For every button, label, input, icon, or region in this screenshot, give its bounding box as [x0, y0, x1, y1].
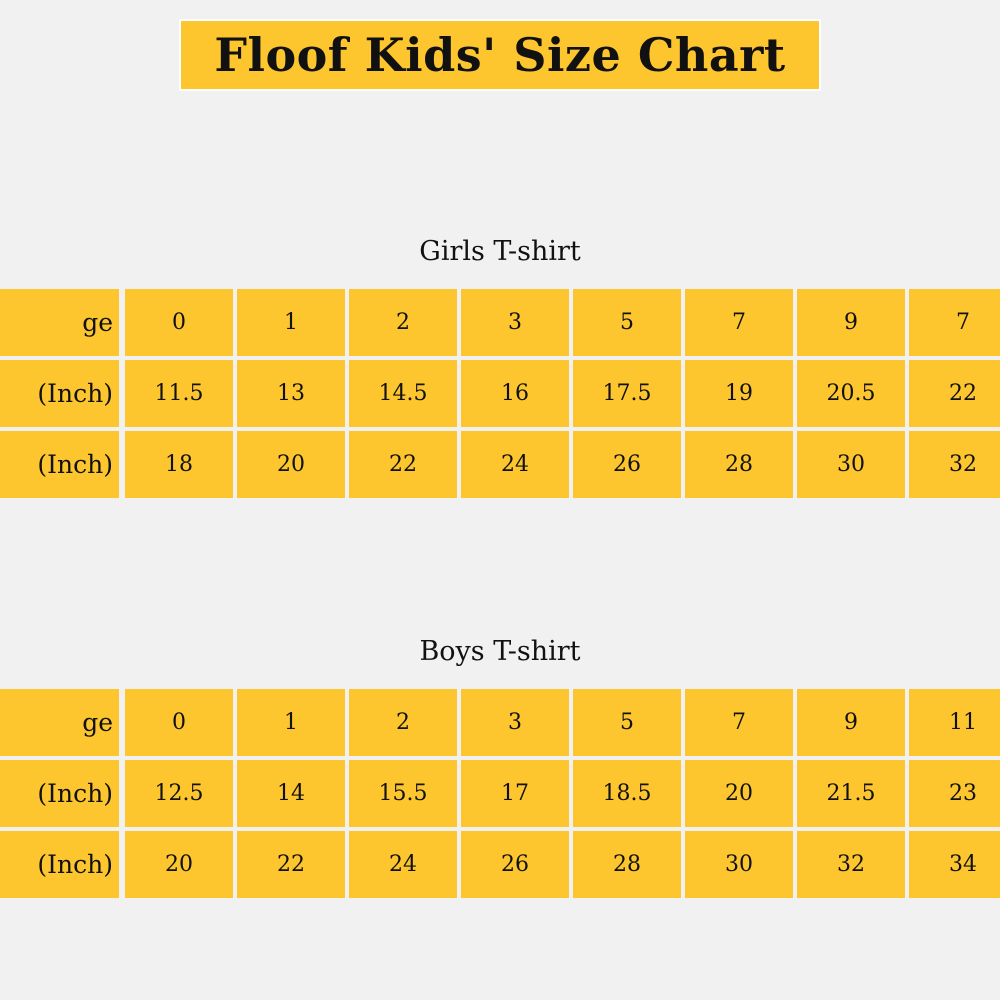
girls-table-cell: 3 — [461, 289, 569, 356]
girls-table-cell: 28 — [685, 431, 793, 498]
girls-table-cell: 22 — [349, 431, 457, 498]
boys-table-cell: 22 — [237, 831, 345, 898]
girls-table-cell: 32 — [909, 431, 1000, 498]
boys-row-label: ge — [0, 689, 119, 756]
girls-table-cell: 19 — [685, 360, 793, 427]
boys-table-cell: 14 — [237, 760, 345, 827]
girls-table-cell: 13 — [237, 360, 345, 427]
girls-table-cell: 2 — [349, 289, 457, 356]
girls-table-cell: 14.5 — [349, 360, 457, 427]
boys-table-cell: 20 — [125, 831, 233, 898]
girls-table-cell: 7 — [685, 289, 793, 356]
girls-table-cell: 20.5 — [797, 360, 905, 427]
girls-row-label: ge — [0, 289, 119, 356]
girls-table-cell: 26 — [573, 431, 681, 498]
boys-table-cell: 17 — [461, 760, 569, 827]
page-title: Floof Kids' Size Chart — [214, 28, 786, 82]
girls-table-cell: 0 — [125, 289, 233, 356]
boys-table-cell: 28 — [573, 831, 681, 898]
boys-table-cell: 20 — [685, 760, 793, 827]
boys-section-heading: Boys T-shirt — [419, 636, 581, 667]
girls-table-cell: 22 — [909, 360, 1000, 427]
boys-table-cell: 18.5 — [573, 760, 681, 827]
boys-table-cell: 9 — [797, 689, 905, 756]
boys-table-cell: 23 — [909, 760, 1000, 827]
girls-table-cell: 24 — [461, 431, 569, 498]
boys-table-cell: 5 — [573, 689, 681, 756]
boys-table-cell: 11 — [909, 689, 1000, 756]
girls-section-heading: Girls T-shirt — [419, 236, 581, 267]
girls-table-cell: 17.5 — [573, 360, 681, 427]
girls-table-cell: 7 — [909, 289, 1000, 356]
boys-table-cell: 0 — [125, 689, 233, 756]
girls-table-cell: 9 — [797, 289, 905, 356]
boys-table-cell: 12.5 — [125, 760, 233, 827]
girls-table-cell: 1 — [237, 289, 345, 356]
boys-table-cell: 2 — [349, 689, 457, 756]
boys-table-cell: 26 — [461, 831, 569, 898]
boys-table-cell: 34 — [909, 831, 1000, 898]
girls-row-label: (Inch) — [0, 360, 119, 427]
title-banner: Floof Kids' Size Chart — [179, 19, 821, 91]
boys-table-cell: 30 — [685, 831, 793, 898]
boys-table-cell: 15.5 — [349, 760, 457, 827]
girls-table-cell: 11.5 — [125, 360, 233, 427]
girls-table-cell: 16 — [461, 360, 569, 427]
boys-table-cell: 32 — [797, 831, 905, 898]
girls-table-cell: 18 — [125, 431, 233, 498]
boys-row-label: (Inch) — [0, 760, 119, 827]
girls-row-label: (Inch) — [0, 431, 119, 498]
boys-table-cell: 21.5 — [797, 760, 905, 827]
girls-table-cell: 5 — [573, 289, 681, 356]
girls-table-cell: 30 — [797, 431, 905, 498]
boys-table-cell: 1 — [237, 689, 345, 756]
girls-table-cell: 20 — [237, 431, 345, 498]
boys-table-cell: 7 — [685, 689, 793, 756]
boys-table-cell: 24 — [349, 831, 457, 898]
boys-table-cell: 3 — [461, 689, 569, 756]
boys-row-label: (Inch) — [0, 831, 119, 898]
